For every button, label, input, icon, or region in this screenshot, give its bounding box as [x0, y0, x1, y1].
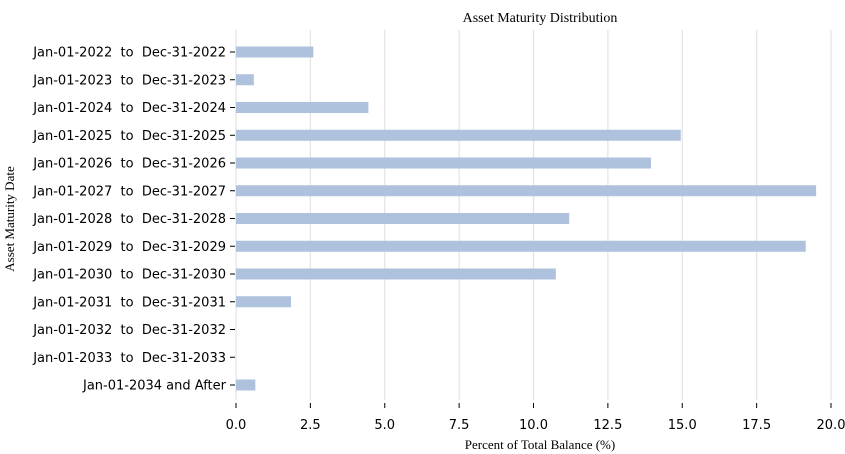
- x-axis-label: Percent of Total Balance (%): [465, 437, 615, 452]
- bar: [236, 240, 806, 252]
- x-tick-label: 0.0: [226, 418, 247, 433]
- chart-title: Asset Maturity Distribution: [463, 11, 618, 26]
- x-tick-label: 7.5: [449, 418, 470, 433]
- y-tick-label: Jan-01-2033 to Dec-31-2033: [32, 351, 226, 366]
- x-tick-label: 17.5: [742, 418, 771, 433]
- bar: [236, 213, 570, 224]
- bar: [236, 129, 681, 141]
- bar: [236, 268, 556, 280]
- x-tick-label: 12.5: [593, 418, 622, 433]
- y-tick-label: Jan-01-2034 and After: [82, 379, 227, 394]
- bar: [236, 296, 292, 308]
- bar: [236, 74, 254, 86]
- x-tick-label: 2.5: [300, 418, 321, 433]
- y-tick-label: Jan-01-2032 to Dec-31-2032: [32, 323, 226, 338]
- y-tick-label: Jan-01-2031 to Dec-31-2031: [32, 295, 226, 310]
- x-tick-label: 5.0: [374, 418, 395, 433]
- y-tick-label: Jan-01-2023 to Dec-31-2023: [32, 73, 226, 88]
- y-tick-label: Jan-01-2030 to Dec-31-2030: [32, 268, 226, 283]
- y-tick-label: Jan-01-2029 to Dec-31-2029: [32, 240, 226, 255]
- y-axis-label: Asset Maturity Date: [2, 166, 17, 272]
- bars: [236, 46, 817, 391]
- y-tick-label: Jan-01-2028 to Dec-31-2028: [32, 212, 226, 227]
- x-tick-labels: 0.0 2.5 5.0 7.5 10.0 12.5 15.0 17.5 20.0: [226, 403, 845, 433]
- bar: [236, 102, 369, 113]
- bar: [236, 46, 314, 58]
- y-tick-label: Jan-01-2026 to Dec-31-2026: [32, 157, 226, 172]
- x-tick-label: 15.0: [668, 418, 697, 433]
- y-tick-labels: Jan-01-2022 to Dec-31-2022 Jan-01-2023 to…: [32, 46, 235, 394]
- bar: [236, 157, 652, 169]
- y-tick-label: Jan-01-2025 to Dec-31-2025: [32, 129, 226, 144]
- bar: [236, 379, 256, 391]
- y-tick-label: Jan-01-2022 to Dec-31-2022: [32, 46, 226, 61]
- y-tick-label: Jan-01-2027 to Dec-31-2027: [32, 184, 226, 199]
- bar: [236, 185, 817, 197]
- x-tick-label: 10.0: [519, 418, 548, 433]
- x-tick-label: 20.0: [817, 418, 845, 433]
- y-tick-label: Jan-01-2024 to Dec-31-2024: [32, 101, 226, 116]
